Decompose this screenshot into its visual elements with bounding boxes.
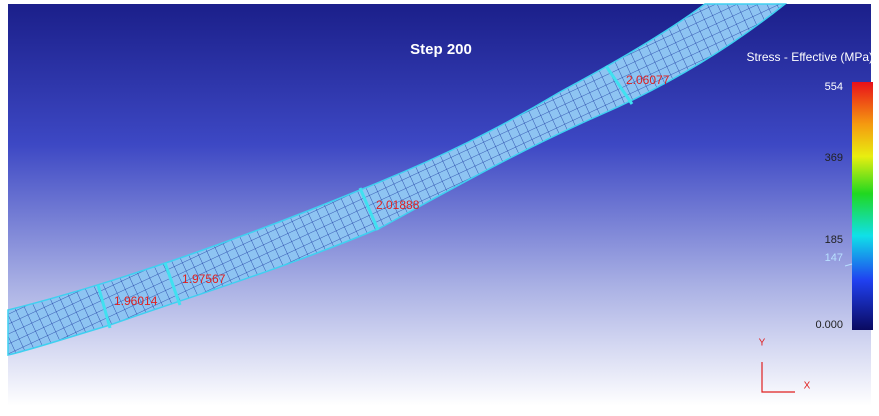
legend-label: 554 — [825, 81, 843, 93]
legend-label: 0.000 — [815, 319, 843, 331]
background — [8, 4, 871, 406]
viewport: 1.96014 1.97567 2.01888 2.06077 Step 200… — [0, 0, 879, 411]
probe-label: 2.01888 — [376, 198, 420, 212]
legend-title: Stress - Effective (MPa) — [747, 50, 873, 64]
probe-label: 2.06077 — [626, 73, 670, 87]
legend-label: 369 — [825, 152, 843, 164]
page: 1.96014 1.97567 2.01888 2.06077 Step 200… — [0, 0, 879, 411]
probe-label: 1.97567 — [182, 272, 226, 286]
step-title: Step 200 — [410, 41, 472, 58]
probe-label: 1.96014 — [114, 294, 158, 308]
triad-x: X — [804, 381, 811, 392]
legend-label: 185 — [825, 234, 843, 246]
legend-label: 147 — [825, 252, 843, 264]
color-bar — [852, 82, 873, 330]
triad-y: Y — [759, 338, 766, 349]
